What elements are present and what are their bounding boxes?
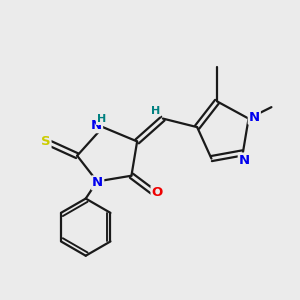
Text: N: N [91,119,102,132]
Text: O: O [152,186,163,200]
Text: S: S [41,135,50,148]
Text: N: N [92,176,103,189]
Text: H: H [97,114,106,124]
Text: H: H [151,106,160,116]
Text: N: N [239,154,250,166]
Text: N: N [249,111,260,124]
